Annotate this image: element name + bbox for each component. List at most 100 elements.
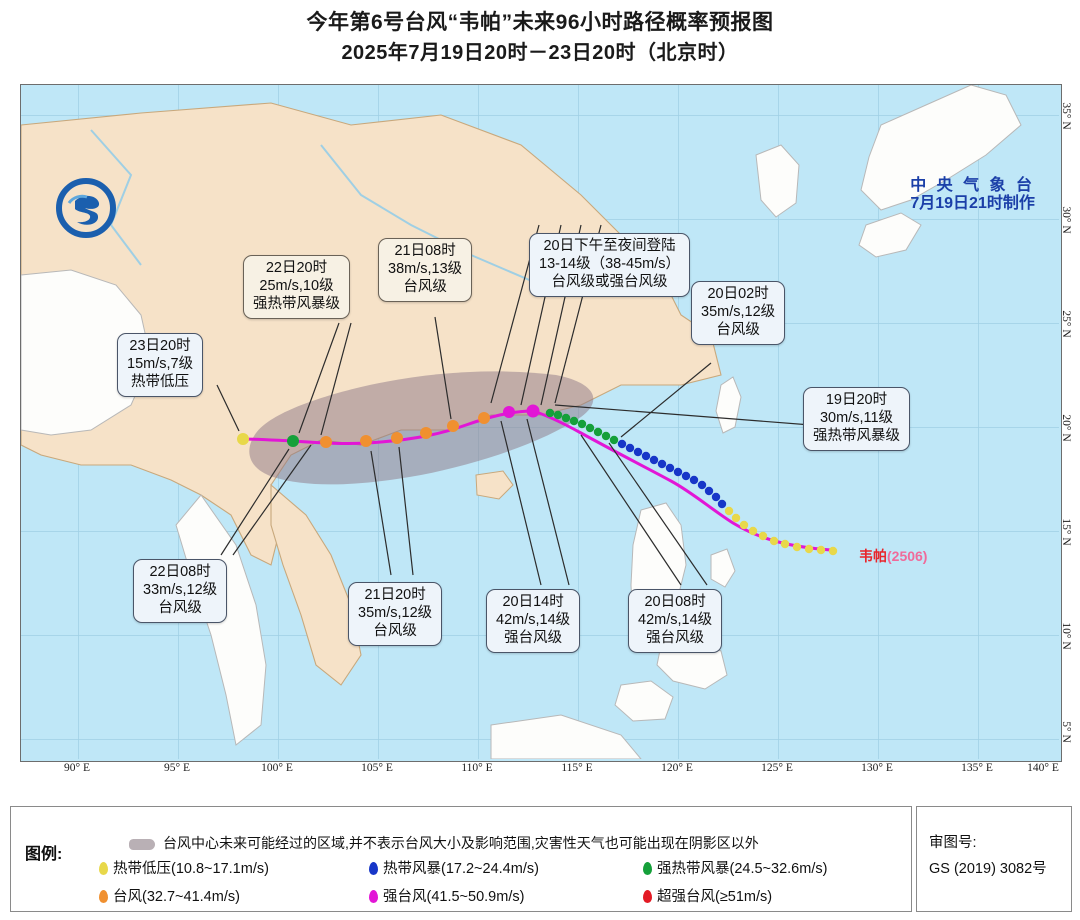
callout-landfall[interactable]: 20日下午至夜间登陆 13-14级（38-45m/s） 台风级或强台风级: [529, 233, 691, 298]
x-tick: 115° E: [561, 762, 593, 774]
title-line-1: 今年第6号台风“韦帕”未来96小时路径概率预报图: [306, 11, 774, 34]
td-marker-icon: [99, 862, 108, 875]
callout-d21-08[interactable]: 21日08时 38m/s,13级 台风级: [378, 238, 473, 303]
x-tick: 125° E: [761, 762, 793, 774]
ty-marker-icon: [99, 890, 108, 903]
callout-line: 强台风级: [646, 629, 705, 646]
callout-line: 21日20时: [364, 587, 426, 603]
callout-line: 13-14级（38-45m/s）: [539, 255, 681, 272]
legend-item-super-ty: 超强台风(≥51m/s): [643, 885, 772, 906]
callout-line: 台风级: [373, 622, 417, 639]
issue-time: 7月19日21时制作: [910, 194, 1035, 212]
callout-line: 30m/s,11级: [819, 409, 894, 426]
callout-line: 强热带风暴级: [813, 427, 900, 444]
approval-panel: 审图号: GS (2019) 3082号: [916, 806, 1072, 912]
callout-d22-08[interactable]: 22日08时 33m/s,12级 台风级: [133, 559, 228, 624]
callout-line: 19日20时: [825, 392, 888, 408]
callout-line: 35m/s,12级: [358, 604, 433, 621]
callout-d22-20[interactable]: 22日20时 25m/s,10级 强热带风暴级: [243, 255, 350, 320]
legend-item-sty: 强台风(41.5~50.9m/s): [369, 885, 524, 906]
callout-line: 台风级: [403, 278, 447, 295]
y-tick: 15° N: [1060, 518, 1072, 546]
callout-line: 25m/s,10级: [259, 277, 334, 294]
x-tick: 110° E: [461, 762, 493, 774]
legend-item-label: 热带风暴(17.2~24.4m/s): [383, 861, 539, 877]
legend-panel: 图例: 台风中心未来可能经过的区域,并不表示台风大小及影响范围,灾害性天气也可能…: [10, 806, 912, 912]
map-canvas[interactable]: 中 央 气 象 台 7月19日21时制作 20日下午至夜间登陆 13-14级（3…: [20, 84, 1062, 762]
callout-line: 台风级: [716, 321, 760, 338]
title-line-2: 2025年7月19日20时－23日20时（北京时）: [341, 42, 739, 64]
y-tick: 30° N: [1060, 206, 1072, 234]
legend-item-ty: 台风(32.7~41.4m/s): [99, 885, 240, 906]
callout-line: 20日08时: [644, 594, 706, 610]
callout-line: 20日下午至夜间登陆: [543, 238, 676, 254]
cma-logo-icon: [55, 177, 117, 239]
callout-line: 23日20时: [129, 338, 191, 354]
y-tick: 25° N: [1060, 310, 1072, 338]
legend-note-text: 台风中心未来可能经过的区域,并不表示台风大小及影响范围,灾害性天气也可能出现在阴…: [163, 835, 759, 851]
sts-marker-icon: [643, 862, 652, 875]
callout-line: 38m/s,13级: [388, 260, 463, 277]
x-tick: 120° E: [661, 762, 693, 774]
legend-item-td: 热带低压(10.8~17.1m/s): [99, 857, 269, 878]
callout-d20-08[interactable]: 20日08时 42m/s,14级 强台风级: [628, 589, 723, 654]
approval-label: 审图号:: [929, 835, 977, 851]
callout-line: 22日20时: [265, 260, 328, 276]
callout-line: 15m/s,7级: [127, 355, 194, 372]
callout-line: 35m/s,12级: [701, 303, 776, 320]
callout-line: 42m/s,14级: [638, 611, 713, 628]
callout-d23-20[interactable]: 23日20时 15m/s,7级 热带低压: [117, 333, 204, 398]
callout-line: 33m/s,12级: [143, 581, 218, 598]
legend-item-ts: 热带风暴(17.2~24.4m/s): [369, 857, 539, 878]
callout-line: 20日14时: [502, 594, 564, 610]
longitude-axis: 90° E 95° E 100° E 105° E 110° E 115° E …: [20, 762, 1060, 786]
y-tick: 5° N: [1060, 721, 1072, 743]
x-tick: 135° E: [961, 762, 993, 774]
sty-marker-icon: [369, 890, 378, 903]
callout-line: 42m/s,14级: [496, 611, 571, 628]
callout-line: 22日08时: [149, 564, 211, 580]
callout-line: 20日02时: [707, 286, 769, 302]
callout-d20-02[interactable]: 20日02时 35m/s,12级 台风级: [691, 281, 786, 346]
y-tick: 10° N: [1060, 622, 1072, 650]
latitude-axis: 35° N 30° N 25° N 20° N 15° N 10° N 5° N: [1060, 84, 1080, 760]
callout-line: 21日08时: [394, 243, 456, 259]
y-tick: 35° N: [1060, 102, 1072, 130]
agency-name: 中 央 气 象 台: [910, 177, 1035, 194]
super-ty-marker-icon: [643, 890, 652, 903]
x-tick: 100° E: [261, 762, 293, 774]
x-tick: 140° E: [1027, 762, 1059, 774]
shaded-area-swatch: [129, 838, 155, 850]
legend-item-label: 台风(32.7~41.4m/s): [113, 889, 240, 905]
legend-item-sts: 强热带风暴(24.5~32.6m/s): [643, 857, 827, 878]
legend-item-label: 超强台风(≥51m/s): [657, 889, 773, 905]
callout-line: 强台风级: [504, 629, 563, 646]
callout-d20-14[interactable]: 20日14时 42m/s,14级 强台风级: [486, 589, 581, 654]
callout-line: 台风级: [158, 599, 202, 616]
typhoon-name: 韦帕: [859, 548, 887, 564]
legend-shaded-note: 台风中心未来可能经过的区域,并不表示台风大小及影响范围,灾害性天气也可能出现在阴…: [129, 833, 759, 853]
callout-line: 强热带风暴级: [253, 295, 340, 312]
callout-line: 台风级或强台风级: [551, 273, 668, 290]
x-tick: 95° E: [164, 762, 190, 774]
ts-marker-icon: [369, 862, 378, 875]
callout-line: 热带低压: [131, 373, 190, 390]
x-tick: 105° E: [361, 762, 393, 774]
forecast-uncertainty-cone: [249, 371, 594, 485]
legend-title: 图例:: [25, 846, 63, 863]
typhoon-number: (2506): [887, 548, 928, 564]
legend-item-label: 强台风(41.5~50.9m/s): [383, 889, 525, 905]
x-tick: 130° E: [861, 762, 893, 774]
x-tick: 90° E: [64, 762, 90, 774]
callout-d21-20[interactable]: 21日20时 35m/s,12级 台风级: [348, 582, 443, 647]
legend-item-label: 强热带风暴(24.5~32.6m/s): [657, 861, 828, 877]
typhoon-track-layer: [237, 404, 838, 556]
approval-value: GS (2019) 3082号: [929, 861, 1047, 877]
callout-d19-20[interactable]: 19日20时 30m/s,11级 强热带风暴级: [803, 387, 910, 452]
legend-item-label: 热带低压(10.8~17.1m/s): [113, 861, 269, 877]
page-title: 今年第6号台风“韦帕”未来96小时路径概率预报图 2025年7月19日20时－2…: [0, 8, 1080, 68]
typhoon-name-label: 韦帕(2506): [859, 546, 927, 566]
agency-credit: 中 央 气 象 台 7月19日21时制作: [910, 177, 1035, 213]
y-tick: 20° N: [1060, 414, 1072, 442]
